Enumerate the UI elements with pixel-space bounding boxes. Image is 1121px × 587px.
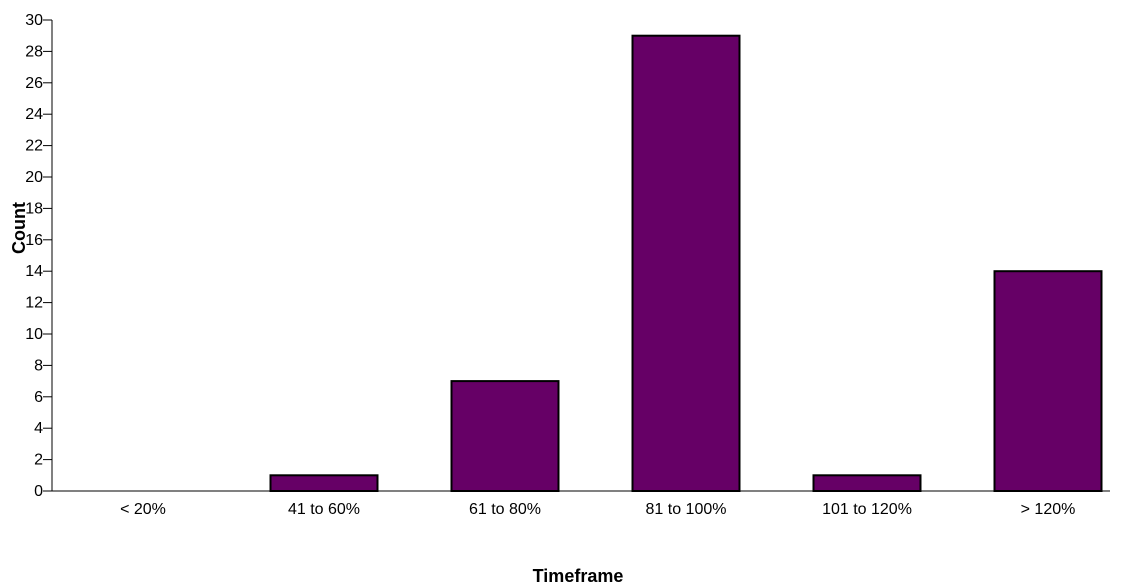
y-tick-label-12: 12: [25, 295, 43, 312]
x-tick-label-5: > 120%: [1021, 501, 1076, 518]
bar-1: [269, 474, 379, 492]
y-tick-label-2: 2: [34, 452, 43, 469]
y-tick-label-18: 18: [25, 200, 43, 217]
y-tick-label-28: 28: [25, 43, 43, 60]
y-tick-label-8: 8: [34, 357, 43, 374]
bars-group: [269, 34, 1103, 493]
y-axis-title: Count: [9, 202, 29, 254]
y-tick-label-10: 10: [25, 326, 43, 343]
bar-3: [631, 34, 741, 492]
x-tick-label-0: < 20%: [120, 501, 166, 518]
bar-2: [450, 380, 560, 493]
y-tick-label-16: 16: [25, 232, 43, 249]
y-tick-label-0: 0: [34, 483, 43, 500]
y-tick-label-22: 22: [25, 138, 43, 155]
y-tick-label-20: 20: [25, 169, 43, 186]
x-tick-label-2: 61 to 80%: [469, 501, 541, 518]
x-tick-label-4: 101 to 120%: [822, 501, 912, 518]
y-tick-label-6: 6: [34, 389, 43, 406]
x-axis: < 20% 41 to 60% 61 to 80% 81 to 100% 101 to …: [52, 490, 1110, 518]
bar-5: [993, 270, 1103, 493]
x-axis-title: Timeframe: [533, 566, 624, 586]
y-tick-label-26: 26: [25, 75, 43, 92]
bar-4: [812, 474, 922, 492]
y-tick-label-30: 30: [25, 12, 43, 29]
x-tick-label-1: 41 to 60%: [288, 501, 360, 518]
y-tick-label-4: 4: [34, 420, 43, 437]
y-tick-label-24: 24: [25, 106, 43, 123]
x-tick-label-3: 81 to 100%: [646, 501, 727, 518]
y-tick-label-14: 14: [25, 263, 43, 280]
